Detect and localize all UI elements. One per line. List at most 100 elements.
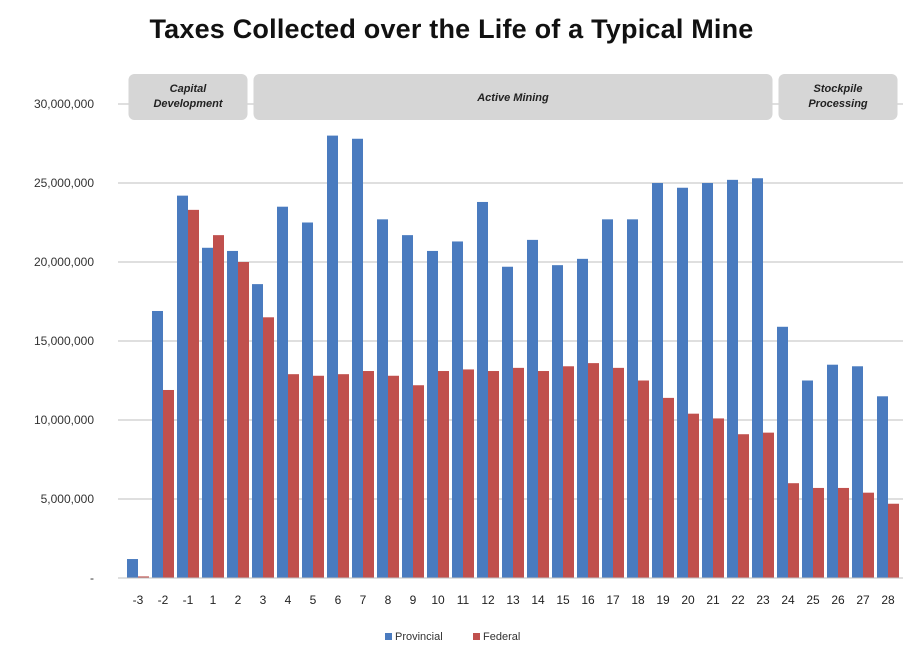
bar-provincial	[577, 258, 588, 578]
x-tick-label: 15	[556, 593, 570, 607]
legend-swatch	[385, 633, 392, 640]
bar-provincial	[252, 284, 263, 578]
bar-federal	[713, 418, 724, 578]
bar-federal	[638, 380, 649, 578]
bar-provincial	[652, 183, 663, 578]
bar-provincial	[827, 364, 838, 578]
bar-federal	[663, 397, 674, 578]
bar-provincial	[627, 219, 638, 578]
bar-federal	[413, 385, 424, 578]
phase-label: Capital	[170, 83, 208, 95]
bar-provincial	[877, 396, 888, 578]
x-tick-label: 13	[506, 593, 520, 607]
bar-provincial	[277, 206, 288, 578]
bar-federal	[463, 369, 474, 578]
bar-federal	[488, 371, 499, 578]
bar-provincial	[777, 326, 788, 578]
bar-provincial	[352, 138, 363, 578]
x-tick-label: 9	[410, 593, 417, 607]
bar-federal	[563, 366, 574, 578]
bar-provincial	[427, 250, 438, 578]
x-tick-label: 18	[631, 593, 645, 607]
bar-federal	[588, 363, 599, 578]
bar-provincial	[602, 219, 613, 578]
x-tick-label: 22	[731, 593, 745, 607]
x-tick-label: 7	[360, 593, 367, 607]
x-tick-label: 8	[385, 593, 392, 607]
bar-federal	[313, 375, 324, 578]
bar-provincial	[377, 219, 388, 578]
x-tick-label: -2	[158, 593, 169, 607]
legend-label: Federal	[483, 631, 520, 643]
bar-provincial	[152, 310, 163, 578]
bar-provincial	[202, 247, 213, 578]
x-tick-label: 20	[681, 593, 695, 607]
y-tick-label: 5,000,000	[41, 492, 95, 506]
phase-banner	[128, 74, 248, 120]
bar-federal	[338, 374, 349, 578]
x-tick-label: 28	[881, 593, 895, 607]
bar-federal	[188, 209, 199, 579]
x-tick-label: 11	[457, 593, 470, 607]
phase-banner	[253, 74, 773, 120]
x-tick-label: 25	[806, 593, 820, 607]
x-tick-label: 21	[706, 593, 720, 607]
y-tick-label: 10,000,000	[34, 413, 94, 427]
x-tick-label: 16	[581, 593, 595, 607]
bar-provincial	[527, 239, 538, 578]
x-tick-label: 3	[260, 593, 267, 607]
bar-federal	[238, 262, 249, 578]
x-tick-label: 24	[781, 593, 795, 607]
x-tick-label: 23	[756, 593, 770, 607]
bar-federal	[788, 483, 799, 578]
bar-federal	[688, 413, 699, 578]
x-tick-label: 17	[606, 593, 620, 607]
bar-federal	[163, 389, 174, 578]
bar-federal	[363, 371, 374, 578]
x-tick-label: 12	[481, 593, 495, 607]
x-tick-label: 27	[856, 593, 870, 607]
y-tick-label: 15,000,000	[34, 334, 94, 348]
bar-provincial	[402, 235, 413, 578]
x-tick-label: 5	[310, 593, 317, 607]
phase-banner	[778, 74, 898, 120]
bar-federal	[538, 371, 549, 578]
bar-provincial	[477, 201, 488, 578]
bar-provincial	[802, 380, 813, 578]
y-tick-label: -	[90, 571, 94, 585]
y-tick-label: 20,000,000	[34, 255, 94, 269]
bar-provincial	[727, 179, 738, 578]
y-tick-label: 30,000,000	[34, 97, 94, 111]
bar-federal	[763, 432, 774, 578]
bar-provincial	[852, 366, 863, 578]
x-tick-label: 1	[210, 593, 217, 607]
bar-federal	[888, 503, 899, 578]
y-tick-label: 25,000,000	[34, 176, 94, 190]
bar-federal	[213, 235, 224, 578]
bar-federal	[613, 367, 624, 578]
x-tick-label: 4	[285, 593, 292, 607]
bar-federal	[138, 576, 149, 578]
x-tick-label: 6	[335, 593, 342, 607]
bar-federal	[863, 492, 874, 578]
bar-provincial	[177, 195, 188, 578]
bar-provincial	[752, 178, 763, 578]
bar-provincial	[327, 135, 338, 578]
bar-federal	[813, 487, 824, 578]
chart-title: Taxes Collected over the Life of a Typic…	[149, 14, 754, 44]
bar-provincial	[302, 222, 313, 578]
legend-swatch	[473, 633, 480, 640]
bar-provincial	[677, 187, 688, 579]
x-tick-label: 2	[235, 593, 242, 607]
phase-label: Active Mining	[476, 92, 549, 104]
x-tick-label: -1	[183, 593, 194, 607]
x-tick-label: 19	[656, 593, 670, 607]
bar-provincial	[552, 265, 563, 578]
bar-federal	[738, 434, 749, 578]
phase-label: Processing	[808, 98, 868, 110]
x-tick-label: 14	[531, 593, 545, 607]
bar-federal	[838, 487, 849, 578]
bar-federal	[513, 367, 524, 578]
